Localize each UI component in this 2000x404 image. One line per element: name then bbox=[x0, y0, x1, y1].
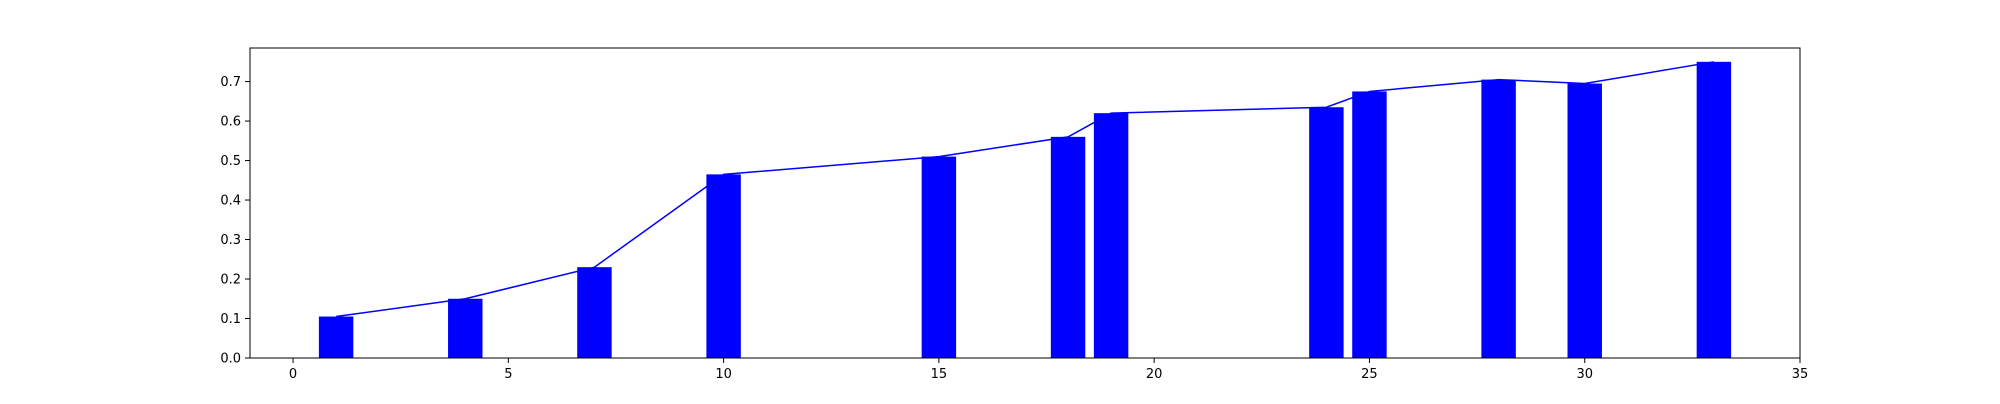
bar bbox=[1352, 91, 1387, 359]
bar bbox=[1050, 136, 1086, 358]
y-tick-label: 0.1 bbox=[220, 312, 241, 327]
axes-frame bbox=[249, 47, 1801, 359]
bar bbox=[448, 298, 483, 358]
x-tick-label: 35 bbox=[1792, 367, 1809, 382]
y-tick-label: 0.4 bbox=[220, 194, 241, 209]
bar bbox=[318, 316, 354, 358]
bar bbox=[921, 156, 957, 358]
x-tick-label: 15 bbox=[931, 367, 948, 382]
y-axis: 0.0 0.1 0.2 0.3 0.4 0.5 0.6 0.7 bbox=[220, 75, 250, 367]
y-tick-label: 0.5 bbox=[220, 154, 241, 169]
x-tick-label: 20 bbox=[1146, 367, 1163, 382]
line-layer bbox=[336, 61, 1715, 318]
bar bbox=[706, 174, 741, 358]
bars-layer bbox=[318, 61, 1732, 359]
x-tick-label: 25 bbox=[1361, 367, 1378, 382]
bar bbox=[1093, 113, 1129, 358]
x-tick-label: 0 bbox=[289, 367, 297, 382]
bar bbox=[577, 267, 612, 358]
bar bbox=[1481, 79, 1516, 359]
bar bbox=[1696, 61, 1732, 358]
y-tick-label: 0.2 bbox=[220, 273, 241, 288]
x-axis: 0 5 10 15 20 25 30 35 bbox=[289, 358, 1808, 382]
y-tick-label: 0.6 bbox=[220, 115, 241, 130]
x-tick-label: 10 bbox=[715, 367, 732, 382]
y-tick-label: 0.0 bbox=[220, 352, 241, 367]
x-tick-label: 5 bbox=[504, 367, 512, 382]
y-tick-label: 0.3 bbox=[220, 233, 241, 248]
x-tick-label: 30 bbox=[1576, 367, 1593, 382]
bar bbox=[1309, 107, 1344, 358]
bar bbox=[1567, 83, 1602, 358]
y-tick-label: 0.7 bbox=[220, 75, 241, 90]
series-line bbox=[336, 61, 1715, 318]
